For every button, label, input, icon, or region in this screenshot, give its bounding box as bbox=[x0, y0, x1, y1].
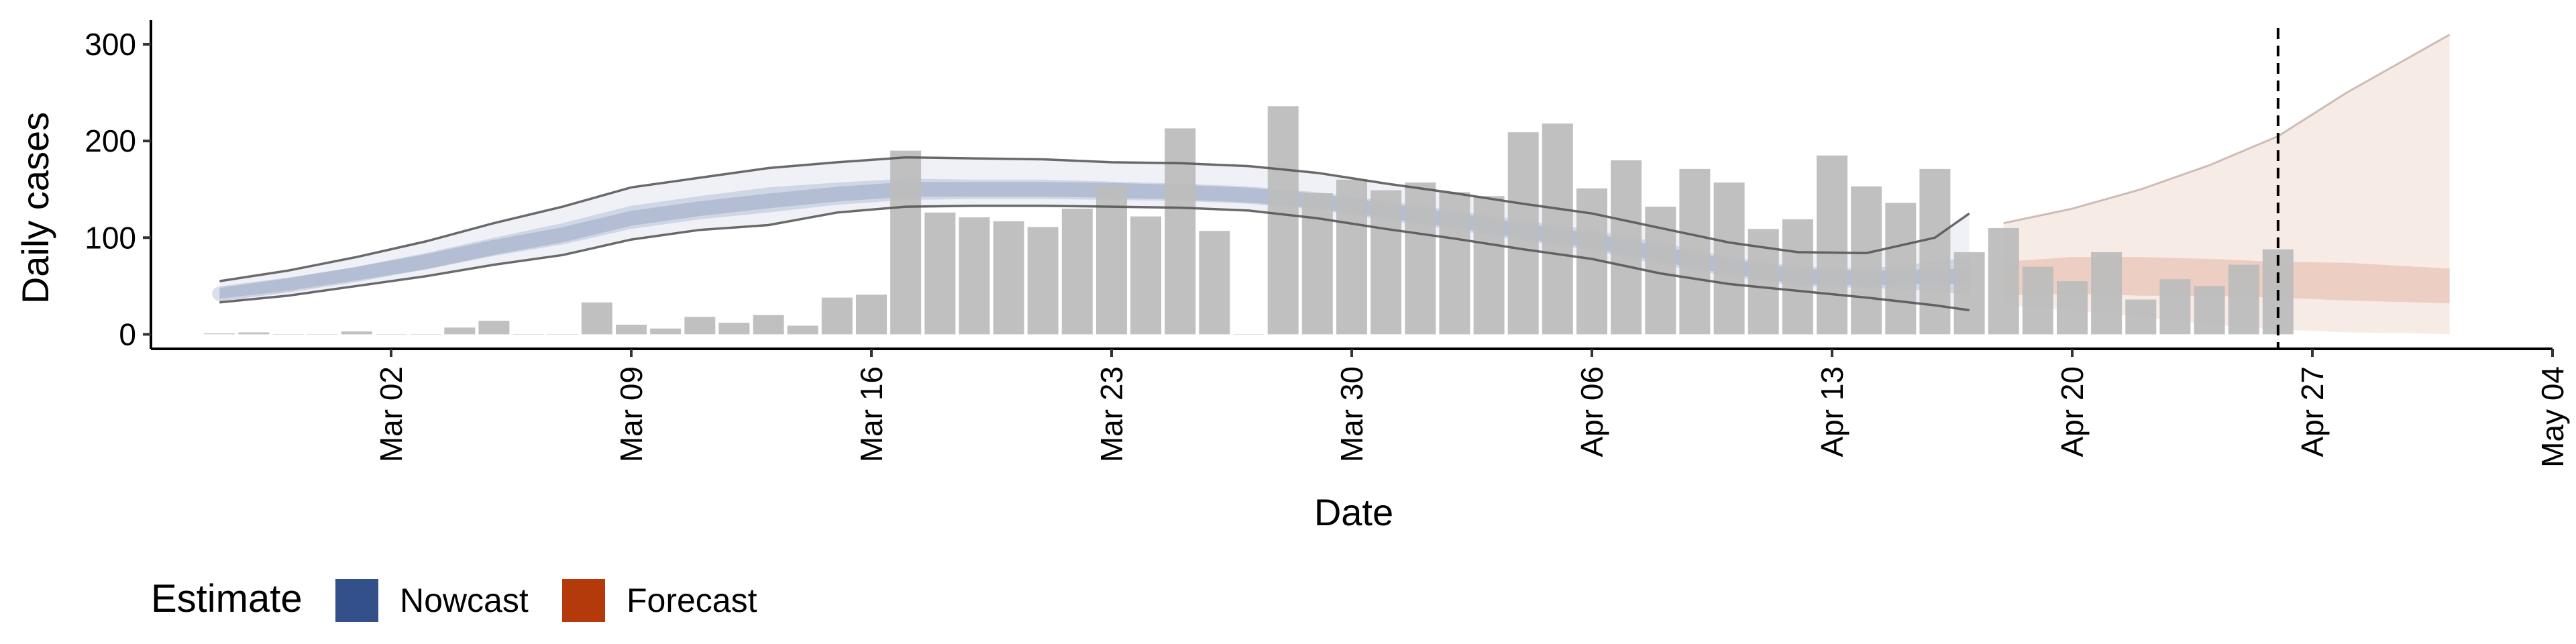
case-bar bbox=[1817, 155, 1847, 335]
case-bar bbox=[376, 334, 407, 335]
nowcast-band-50 bbox=[219, 178, 1970, 299]
case-bar bbox=[890, 150, 922, 335]
case-bar bbox=[1507, 132, 1539, 335]
case-bar bbox=[821, 297, 853, 335]
case-bar bbox=[1439, 192, 1470, 335]
case-bar bbox=[1405, 182, 1436, 335]
case-bar bbox=[2125, 299, 2157, 335]
y-tick-label: 200 bbox=[85, 123, 136, 158]
case-bar bbox=[856, 294, 887, 335]
x-tick-label: Apr 27 bbox=[2295, 366, 2330, 458]
case-bar bbox=[1885, 203, 1917, 335]
case-bar bbox=[1233, 334, 1265, 335]
case-bar bbox=[616, 325, 647, 335]
case-bar bbox=[1336, 179, 1367, 335]
case-bar bbox=[307, 334, 338, 335]
x-tick-label: Apr 20 bbox=[2055, 366, 2090, 458]
case-bar bbox=[2091, 252, 2123, 335]
case-bar bbox=[238, 332, 270, 335]
forecast-upper-line bbox=[2003, 34, 2451, 225]
case-bar bbox=[1130, 216, 1162, 335]
case-bar bbox=[2057, 281, 2088, 335]
x-tick-label: Mar 23 bbox=[1094, 366, 1129, 462]
case-bar bbox=[1919, 168, 1951, 335]
case-bar bbox=[478, 321, 510, 335]
nowcast-upper-line bbox=[219, 156, 1970, 282]
case-bar bbox=[753, 315, 784, 335]
case-bar bbox=[684, 317, 716, 335]
case-bar bbox=[1027, 227, 1059, 335]
case-bar bbox=[444, 327, 476, 335]
case-bar bbox=[1713, 182, 1745, 335]
case-bars bbox=[204, 106, 2294, 335]
case-bar bbox=[650, 328, 682, 335]
y-tick-label: 0 bbox=[119, 317, 136, 352]
case-bar bbox=[1473, 196, 1505, 335]
y-axis-title: Daily cases bbox=[14, 112, 56, 304]
legend-swatch-forecast bbox=[562, 579, 605, 622]
case-bar bbox=[547, 334, 578, 335]
x-axis-title: Date bbox=[1314, 491, 1393, 533]
x-tick-label: May 04 bbox=[2535, 366, 2570, 468]
case-bar bbox=[1542, 123, 1573, 335]
nowcast-lower-line bbox=[219, 204, 1970, 312]
x-tick-label: Apr 06 bbox=[1574, 366, 1609, 458]
case-bar bbox=[1988, 227, 2019, 335]
case-bar bbox=[787, 325, 818, 335]
nowcast-bound-lines bbox=[219, 156, 1970, 312]
case-bar bbox=[272, 334, 304, 335]
case-bar bbox=[2228, 264, 2259, 335]
legend-title: Estimate bbox=[151, 577, 303, 621]
case-bar bbox=[718, 323, 750, 335]
case-bar bbox=[1165, 128, 1196, 335]
case-bar bbox=[959, 217, 990, 335]
case-bar bbox=[1782, 219, 1813, 335]
x-tick-label: Mar 09 bbox=[614, 366, 649, 462]
x-tick-label: Mar 16 bbox=[854, 366, 889, 462]
case-bar bbox=[2194, 286, 2225, 335]
case-bar bbox=[1679, 168, 1711, 335]
case-bar bbox=[410, 334, 441, 335]
legend-swatch-nowcast bbox=[335, 579, 378, 622]
case-bar bbox=[924, 212, 956, 335]
case-bar bbox=[2159, 279, 2191, 335]
case-bar bbox=[341, 331, 372, 335]
legend-label-forecast: Forecast bbox=[627, 582, 757, 619]
case-bar bbox=[1611, 160, 1642, 335]
legend: Estimate Nowcast Forecast bbox=[151, 577, 757, 622]
legend-label-nowcast: Nowcast bbox=[400, 582, 529, 619]
x-tick-label: Apr 13 bbox=[1815, 366, 1849, 458]
case-bar bbox=[1851, 186, 1882, 335]
case-bar bbox=[2022, 266, 2053, 335]
axes: 0 100 200 300 Mar 02 Mar 09 Mar 16 Mar 23 Mar 30… bbox=[85, 20, 2570, 468]
case-bar bbox=[1301, 193, 1333, 335]
x-tick-label: Mar 02 bbox=[374, 366, 409, 462]
case-bar bbox=[1199, 231, 1230, 335]
case-bar bbox=[513, 334, 544, 335]
case-bar bbox=[1267, 106, 1299, 335]
case-bar bbox=[1096, 186, 1127, 335]
case-bar bbox=[993, 221, 1024, 335]
case-bar bbox=[204, 333, 235, 335]
case-bar bbox=[1953, 252, 1985, 335]
nowcast-band-90 bbox=[219, 157, 1970, 311]
case-bar bbox=[1061, 209, 1093, 335]
y-tick-label: 100 bbox=[85, 220, 136, 255]
x-tick-label: Mar 30 bbox=[1334, 366, 1369, 462]
y-tick-label: 300 bbox=[85, 27, 136, 62]
case-bar bbox=[581, 302, 612, 335]
case-bar bbox=[1371, 190, 1402, 335]
